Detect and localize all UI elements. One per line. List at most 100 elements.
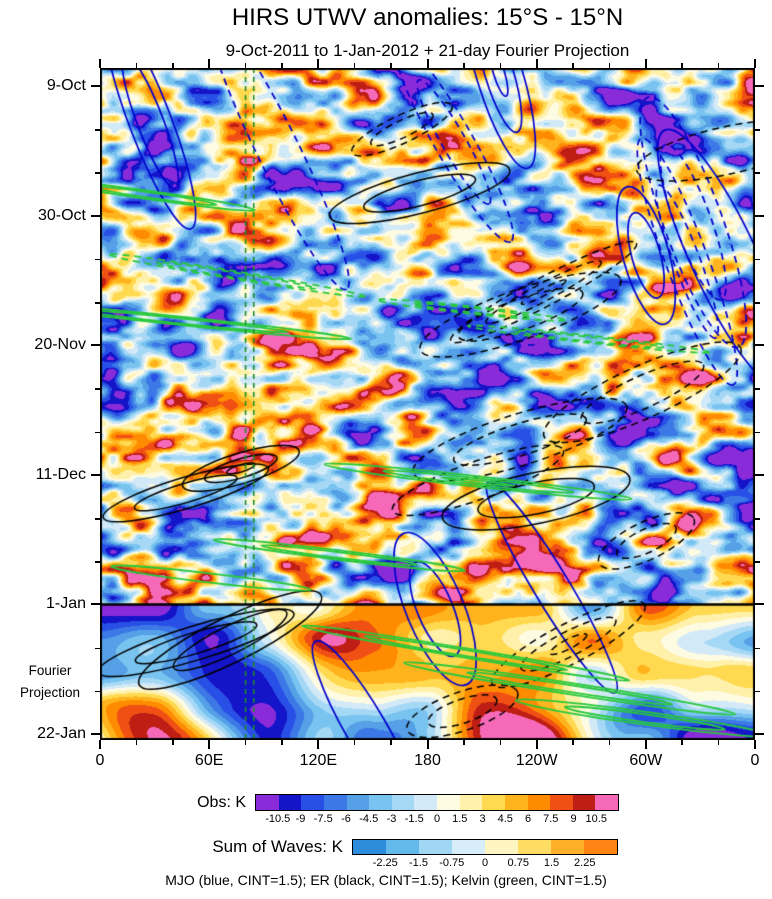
y-tick-label: 11-Dec — [35, 465, 86, 483]
y-tick-major-right — [755, 344, 764, 347]
x-tick-minor — [572, 740, 574, 745]
obs-colorbar-cell — [572, 795, 596, 810]
y-tick-major-right — [755, 603, 764, 606]
y-tick-minor — [95, 302, 100, 304]
y-tick-major — [91, 344, 100, 347]
x-tick-minor — [244, 740, 247, 745]
obs-colorbar-cell — [301, 795, 324, 810]
y-tick-minor-right — [755, 172, 760, 174]
obs-colorbar-cell — [482, 795, 505, 810]
y-tick-major — [91, 733, 100, 735]
obs-colorbar-cell — [459, 795, 483, 810]
waves-colorbar-cell — [386, 840, 419, 854]
x-tick-major-top — [317, 59, 320, 68]
x-tick-major — [535, 740, 538, 749]
obs-colorbar-cell — [323, 795, 347, 810]
obs-colorbar-tick: -9 — [295, 813, 306, 825]
x-tick-major-top — [644, 59, 647, 68]
x-tick-minor — [172, 740, 174, 745]
plot-area — [100, 68, 755, 740]
y-tick-major — [91, 214, 100, 217]
obs-colorbar-cell — [256, 795, 279, 810]
obs-colorbar-cell — [414, 795, 437, 810]
y-tick-label: 22-Jan — [37, 725, 86, 742]
y-tick-label: 30-Oct — [37, 206, 86, 224]
obs-colorbar-tick: 6 — [524, 813, 532, 825]
x-tick-major — [644, 740, 647, 749]
y-tick-minor-right — [755, 431, 760, 434]
waves-colorbar-cell — [551, 840, 584, 854]
y-tick-minor — [95, 690, 100, 693]
y-tick-major-right — [755, 214, 764, 217]
x-tick-minor-top — [135, 63, 138, 68]
y-tick-minor — [95, 561, 100, 563]
x-tick-minor — [608, 740, 611, 745]
waves-colorbar — [352, 839, 618, 855]
waves-colorbar-tick: -1.5 — [409, 857, 428, 869]
y-tick-minor — [95, 647, 100, 650]
y-tick-major-right — [755, 473, 764, 476]
y-tick-minor — [95, 129, 100, 131]
y-tick-label: 9-Oct — [46, 77, 86, 94]
waves-colorbar-tick: 1.5 — [543, 857, 560, 869]
x-tick-minor-top — [681, 63, 683, 68]
obs-colorbar-tick: -10.5 — [265, 813, 291, 825]
obs-colorbar-tick: 9 — [570, 813, 577, 825]
y-tick-major — [91, 85, 100, 87]
waves-colorbar-tick: 0 — [481, 857, 489, 869]
y-tick-minor-right — [755, 647, 760, 650]
x-tick-major — [208, 740, 211, 749]
obs-colorbar-tick: 4.5 — [497, 813, 513, 825]
x-tick-major-top — [426, 59, 429, 68]
obs-colorbar — [255, 794, 619, 811]
waves-colorbar-label: Sum of Waves: K — [212, 837, 343, 856]
obs-colorbar-cell — [278, 795, 302, 810]
x-tick-minor — [390, 740, 392, 745]
chart-title: HIRS UTWV anomalies: 15°S - 15°N — [231, 4, 624, 31]
y-tick-label: 20-Nov — [34, 336, 86, 354]
hovmoller-canvas — [100, 68, 755, 740]
y-tick-minor — [95, 431, 100, 434]
x-tick-major-top — [99, 59, 101, 68]
obs-colorbar-tick: -7.5 — [313, 813, 333, 825]
y-tick-major — [91, 473, 100, 476]
y-tick-label: 1-Jan — [45, 595, 86, 613]
obs-colorbar-tick: -4.5 — [359, 813, 379, 825]
x-tick-label: 120E — [299, 752, 338, 769]
waves-colorbar-tick: 0.75 — [507, 857, 529, 869]
obs-colorbar-tick: -6 — [341, 813, 351, 825]
x-tick-minor-top — [572, 63, 574, 68]
x-tick-major-top — [208, 59, 211, 68]
x-tick-minor — [135, 740, 138, 745]
x-tick-minor-top — [717, 63, 720, 68]
x-tick-label: 0 — [95, 752, 105, 769]
obs-colorbar-cell — [391, 795, 415, 810]
waves-colorbar-cell — [419, 840, 452, 854]
obs-colorbar-cell — [504, 795, 528, 810]
waves-colorbar-cell — [353, 840, 386, 854]
y-tick-major-right — [755, 733, 764, 735]
obs-colorbar-tick: 0 — [433, 813, 441, 825]
waves-colorbar-tick: -0.75 — [439, 857, 465, 869]
waves-colorbar-cell — [485, 840, 518, 854]
x-tick-minor-top — [463, 63, 465, 68]
x-tick-label: 60E — [194, 752, 224, 769]
x-tick-major — [426, 740, 429, 749]
x-tick-major — [754, 740, 756, 749]
obs-colorbar-cell — [369, 795, 392, 810]
x-tick-label: 60W — [629, 752, 663, 769]
waves-colorbar-tick: 2.25 — [574, 857, 596, 869]
fourier-projection-label: Fourier Projection — [19, 663, 81, 701]
y-tick-minor — [95, 258, 100, 261]
y-tick-minor-right — [755, 258, 760, 261]
waves-colorbar-cell — [584, 840, 617, 854]
x-tick-major-top — [535, 59, 538, 68]
obs-colorbar-tick: 7.5 — [543, 813, 559, 825]
x-tick-minor — [463, 740, 465, 745]
contour-legend: MJO (blue, CINT=1.5); ER (black, CINT=1.… — [165, 872, 607, 888]
x-tick-minor — [681, 740, 683, 745]
obs-colorbar-cell — [550, 795, 573, 810]
obs-colorbar-tick: 3 — [479, 813, 486, 825]
x-tick-minor-top — [353, 63, 356, 68]
